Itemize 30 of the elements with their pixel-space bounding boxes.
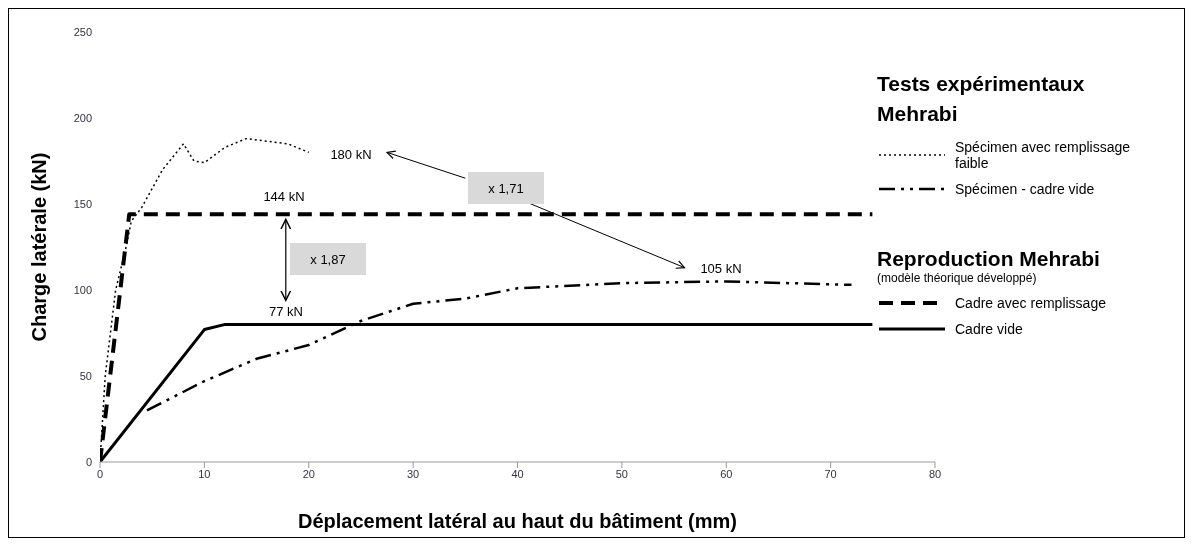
x-tick-label: 60	[720, 467, 733, 480]
x-axis-title: Déplacement latéral au haut du bâtiment (mm)	[298, 510, 737, 532]
x-tick-label: 10	[198, 467, 211, 480]
x-tick-label: 70	[824, 467, 837, 480]
x-tick-label: 80	[928, 467, 942, 480]
annotation: Reproduction Mehrabi	[877, 247, 1101, 271]
legend-label: Cadre avec remplissage	[955, 295, 1106, 311]
x-tick-label: 40	[511, 467, 524, 480]
annotation: 77 kN	[269, 303, 303, 319]
y-tick-label: 0	[85, 455, 92, 468]
annotation: 144 kN	[263, 188, 305, 204]
legend-label: Spécimen - cadre vide	[955, 181, 1095, 197]
x-tick-label: 20	[302, 467, 315, 480]
legend-label: Spécimen avec remplissage faible	[955, 139, 1132, 171]
annotation: x 1,87	[310, 251, 346, 267]
y-axis-title: Charge latérale (kN)	[28, 152, 51, 342]
y-tick-label: 100	[73, 283, 92, 296]
annotation: 105 kN	[700, 260, 742, 276]
annotation: Tests expérimentaux Mehrabi	[877, 71, 1086, 127]
annotation: x 1,71	[488, 180, 524, 196]
annotation: 180 kN	[330, 146, 372, 162]
y-tick-label: 150	[73, 197, 92, 210]
y-tick-label: 50	[79, 369, 92, 382]
y-tick-label: 200	[73, 111, 92, 124]
x-tick-label: 0	[96, 467, 104, 480]
annotation: (modèle théorique développé)	[877, 271, 1038, 285]
x-tick-label: 50	[615, 467, 628, 480]
y-tick-label: 250	[73, 25, 92, 38]
x-tick-label: 30	[407, 467, 420, 480]
legend-label: Cadre vide	[955, 321, 1023, 337]
